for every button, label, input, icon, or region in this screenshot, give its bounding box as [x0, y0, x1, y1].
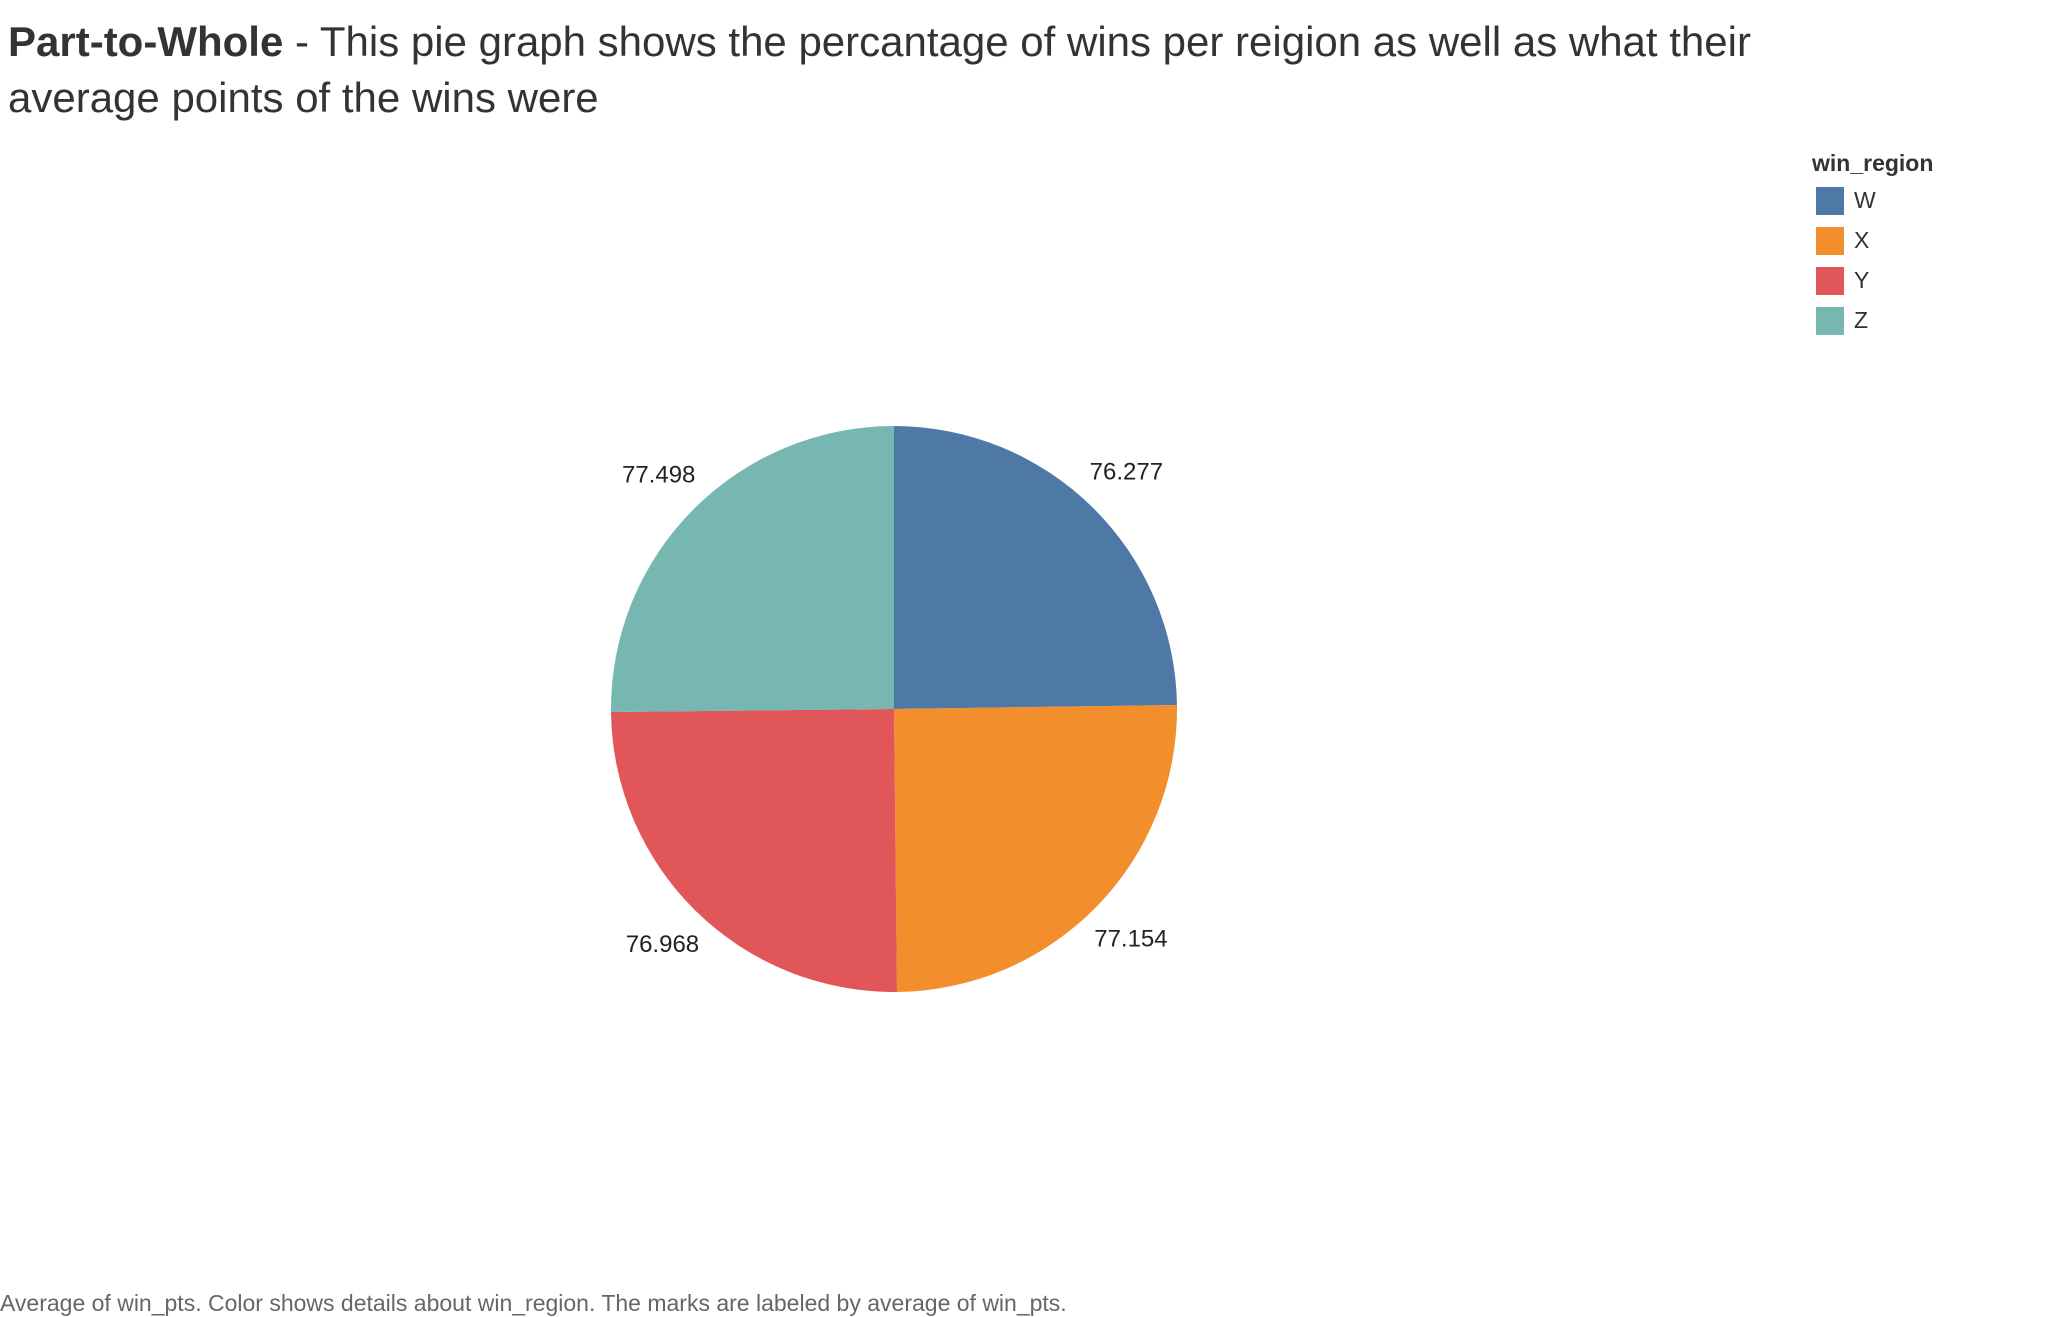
legend-label: Y: [1854, 267, 1869, 293]
pie-slice: [611, 426, 894, 713]
legend-swatch: [1816, 227, 1844, 255]
pie-slice: [894, 426, 1177, 709]
title-text: - This pie graph shows the percantage of…: [8, 18, 1751, 121]
data-label: 76.968: [626, 931, 699, 958]
title: Part-to-Whole - This pie graph shows the…: [8, 14, 1808, 126]
legend-label: X: [1854, 227, 1869, 253]
caption: Average of win_pts. Color shows details …: [0, 1290, 1067, 1316]
pie-slice: [894, 704, 1177, 992]
data-label: 76.277: [1090, 459, 1163, 486]
legend-title: win_region: [1811, 150, 1933, 176]
data-label: 77.154: [1094, 925, 1167, 952]
legend-swatch: [1816, 187, 1844, 215]
data-label: 77.498: [622, 462, 695, 489]
legend-swatch: [1816, 307, 1844, 335]
legend-label: W: [1854, 187, 1876, 213]
legend-label: Z: [1854, 307, 1868, 333]
pie-slice: [611, 709, 897, 992]
legend-swatch: [1816, 267, 1844, 295]
title-bold: Part-to-Whole: [8, 18, 284, 65]
